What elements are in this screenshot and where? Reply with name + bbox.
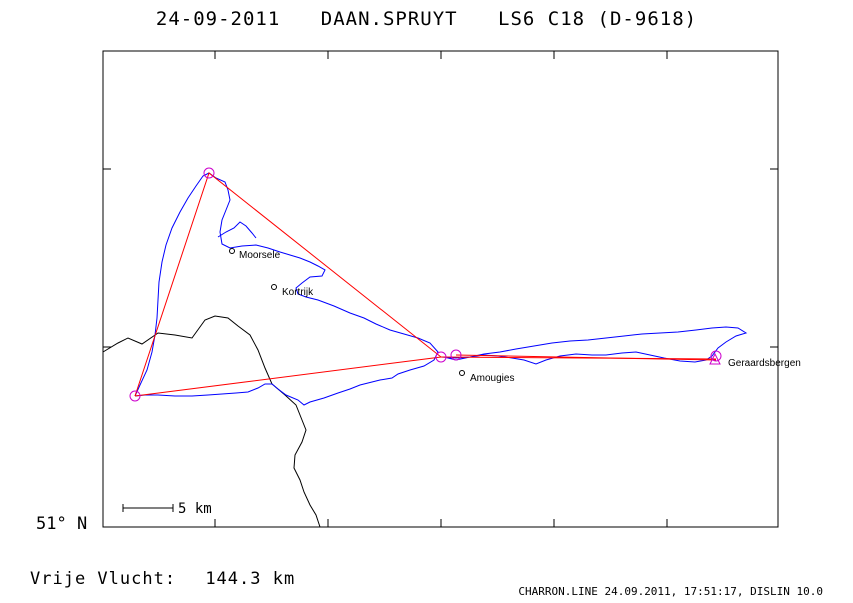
turnpoint-marker — [450, 349, 462, 361]
town-label: Geraardsbergen — [728, 358, 801, 369]
latitude-label: 51° N — [36, 514, 88, 534]
turnpoint-marker — [129, 390, 141, 402]
start-triangle-icon — [709, 352, 721, 365]
town-label: Amougies — [470, 373, 514, 384]
town-label: Moorsele — [239, 250, 281, 261]
town-marker — [459, 370, 465, 376]
turnpoint-marker — [203, 167, 215, 179]
flight-track-east — [440, 326, 748, 365]
town-marker — [271, 284, 277, 290]
country-border — [102, 315, 321, 528]
flight-track — [134, 172, 439, 406]
pilot-name: DAAN.SPRUYT — [320, 8, 458, 30]
distance-value: 144.3 km — [205, 569, 296, 589]
frame-ticks — [103, 51, 778, 527]
town-marker — [229, 248, 235, 254]
distance-summary: Vrije Vlucht: 144.3 km — [30, 569, 295, 589]
flight-track-leg — [217, 221, 257, 239]
scale-bar — [122, 504, 174, 512]
task-leg-return — [455, 354, 717, 361]
flight-date: 24-09-2011 — [155, 8, 281, 30]
map-frame — [102, 50, 779, 528]
distance-label: Vrije Vlucht: — [30, 569, 177, 589]
task-polygon — [134, 172, 443, 397]
chart-title: 24-09-2011 DAAN.SPRUYT LS6 C18 (D-9618) — [0, 8, 853, 30]
turnpoint-marker — [435, 351, 447, 363]
town-label: Kortrijk — [282, 287, 314, 298]
credit-line: CHARRON.LINE 24.09.2011, 17:51:17, DISLI… — [518, 585, 823, 598]
turnpoint-marker — [710, 350, 722, 362]
glider-id: LS6 C18 (D-9618) — [498, 8, 698, 30]
scale-label: 5 km — [178, 501, 212, 517]
